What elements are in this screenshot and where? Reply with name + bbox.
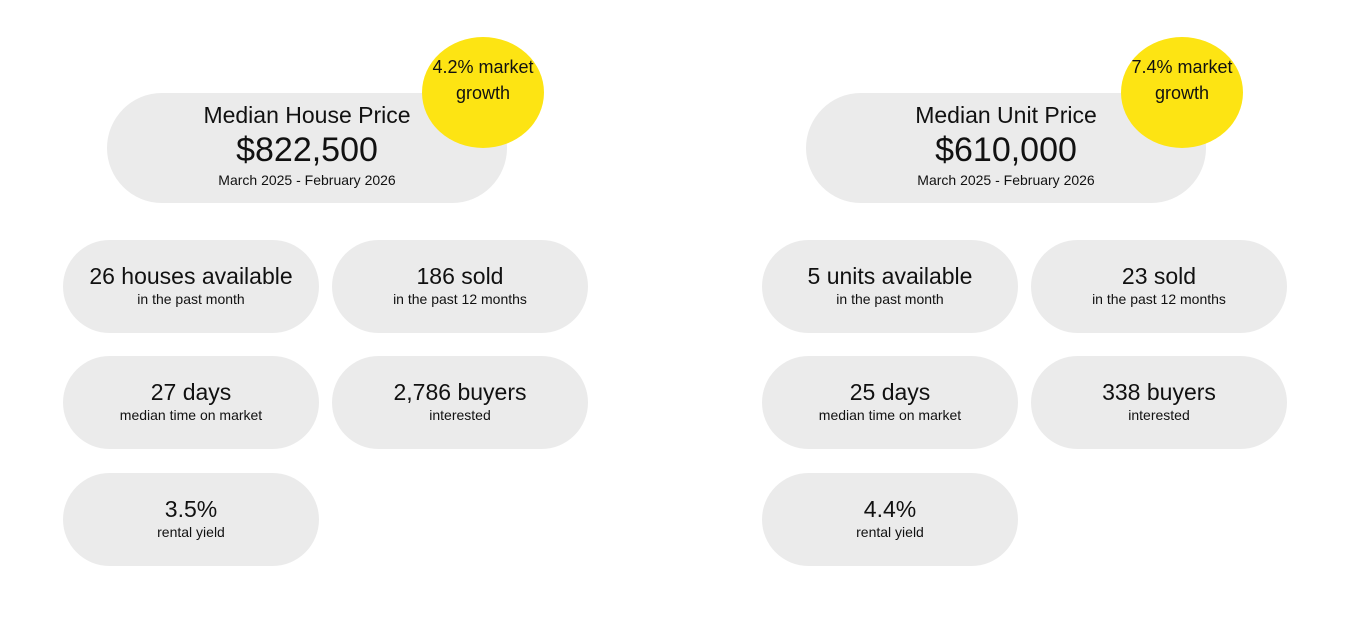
stat-rental-yield: 4.4% rental yield (762, 473, 1018, 566)
market-growth-badge: 7.4% market growth (1121, 37, 1243, 148)
period: March 2025 - February 2026 (917, 172, 1095, 188)
median-price: $610,000 (935, 131, 1077, 169)
unit-panel: Median Unit Price $610,000 March 2025 - … (699, 0, 1350, 630)
period: March 2025 - February 2026 (218, 172, 396, 188)
market-growth-badge: 4.2% market growth (422, 37, 544, 148)
stat-buyers: 338 buyers interested (1031, 356, 1287, 449)
card-title: Median Unit Price (915, 102, 1097, 128)
stat-buyers: 2,786 buyers interested (332, 356, 588, 449)
median-price: $822,500 (236, 131, 378, 169)
stat-days-on-market: 25 days median time on market (762, 356, 1018, 449)
stat-sold: 186 sold in the past 12 months (332, 240, 588, 333)
house-panel: Median House Price $822,500 March 2025 -… (63, 37, 588, 566)
stat-available: 5 units available in the past month (762, 240, 1018, 333)
stat-available: 26 houses available in the past month (63, 240, 319, 333)
stat-days-on-market: 27 days median time on market (63, 356, 319, 449)
card-title: Median House Price (203, 102, 411, 128)
stat-sold: 23 sold in the past 12 months (1031, 240, 1287, 333)
stat-rental-yield: 3.5% rental yield (63, 473, 319, 566)
